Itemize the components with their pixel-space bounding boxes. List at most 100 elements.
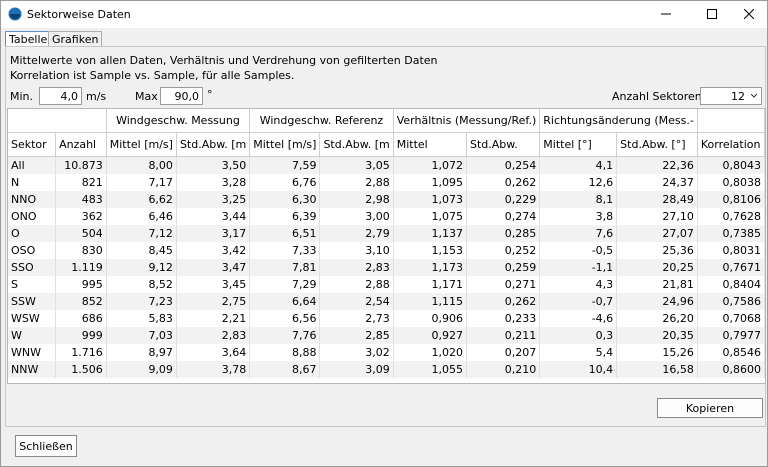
close-dialog-button[interactable]: Schließen: [15, 435, 77, 457]
value-cell: 0,254: [466, 156, 541, 174]
value-cell: -4,6: [539, 310, 618, 327]
value-cell: 7,59: [249, 156, 321, 174]
value-cell: 0,262: [466, 174, 541, 191]
app-icon: [8, 7, 22, 21]
value-cell: 8,67: [249, 361, 321, 378]
value-cell: 1,153: [393, 242, 468, 259]
column-header: Mittel [m/s]: [249, 132, 321, 157]
value-cell: 0,252: [466, 242, 541, 259]
value-cell: 852: [55, 293, 107, 310]
value-cell: 8,52: [106, 276, 177, 293]
tab[interactable]: Grafiken: [48, 31, 103, 47]
data-table: Windgeschw. Messung Windgeschw. Referenz V…: [8, 109, 765, 378]
value-cell: 8,1: [539, 191, 618, 208]
value-cell: 24,37: [616, 174, 698, 191]
max-input[interactable]: 90,0: [160, 87, 203, 105]
value-cell: 3,02: [319, 344, 394, 361]
maximize-button[interactable]: [707, 9, 717, 19]
value-cell: 0,7586: [697, 293, 765, 310]
table-row: W 999 7,03 2,83 7,76 2,85 0,927 0,211 0,3 20,35 0,…: [8, 327, 765, 344]
column-header: Std.Abw. [°]: [616, 132, 698, 157]
value-cell: 8,45: [106, 242, 177, 259]
sectors-dropdown[interactable]: 12: [700, 87, 762, 105]
table-row: All 10.873 8,00 3,50 7,59 3,05 1,072 0,254 4,1 22…: [8, 156, 765, 174]
group-header: Richtungsänderung (Mess.-: [539, 109, 698, 133]
value-cell: 6,62: [106, 191, 177, 208]
value-cell: 3,8: [539, 208, 618, 225]
minimize-button[interactable]: [661, 9, 671, 19]
sector-cell: NNO: [8, 191, 57, 208]
value-cell: 1.716: [55, 344, 107, 361]
sector-cell: WNW: [8, 344, 57, 361]
value-cell: 999: [55, 327, 107, 344]
value-cell: 0,285: [466, 225, 541, 242]
copy-button[interactable]: Kopieren: [657, 398, 763, 418]
value-cell: 0,7628: [697, 208, 765, 225]
value-cell: 20,35: [616, 327, 698, 344]
value-cell: 0,7385: [697, 225, 765, 242]
window-title: Sektorweise Daten: [27, 8, 131, 21]
group-header-cell: [697, 109, 765, 133]
value-cell: 821: [55, 174, 107, 191]
value-cell: 0,8404: [697, 276, 765, 293]
table-row: SSW 852 7,23 2,75 6,64 2,54 1,115 0,262 -0,7 24,9…: [8, 293, 765, 310]
value-cell: 3,10: [319, 242, 394, 259]
value-cell: 3,25: [176, 191, 251, 208]
description: Mittelwerte von allen Daten, Verhältnis …: [10, 54, 438, 67]
value-cell: 6,64: [249, 293, 321, 310]
value-cell: 1,075: [393, 208, 468, 225]
close-button[interactable]: [744, 9, 754, 19]
value-cell: 0,8031: [697, 242, 765, 259]
value-cell: 15,26: [616, 344, 698, 361]
tab[interactable]: Tabelle: [5, 31, 52, 47]
value-cell: 7,81: [249, 259, 321, 276]
value-cell: 1,073: [393, 191, 468, 208]
value-cell: 0,8546: [697, 344, 765, 361]
max-unit: °: [207, 88, 213, 101]
value-cell: 0,233: [466, 310, 541, 327]
table-row: NNW 1.506 9,09 3,78 8,67 3,09 1,055 0,210 10,4 16…: [8, 361, 765, 378]
sector-cell: W: [8, 327, 57, 344]
value-cell: 7,6: [539, 225, 618, 242]
min-input[interactable]: 4,0: [39, 87, 82, 105]
value-cell: 3,50: [176, 156, 251, 174]
value-cell: 8,97: [106, 344, 177, 361]
column-header: Std.Abw. [m: [319, 132, 394, 157]
value-cell: 8,88: [249, 344, 321, 361]
value-cell: 22,36: [616, 156, 698, 174]
value-cell: 2,83: [176, 327, 251, 344]
value-cell: 1,173: [393, 259, 468, 276]
sector-cell: All: [8, 156, 57, 174]
value-cell: 8,00: [106, 156, 177, 174]
value-cell: 3,00: [319, 208, 394, 225]
table-row: ONO 362 6,46 3,44 6,39 3,00 1,075 0,274 3,8 27,10…: [8, 208, 765, 225]
value-cell: 7,17: [106, 174, 177, 191]
value-cell: 362: [55, 208, 107, 225]
value-cell: 5,83: [106, 310, 177, 327]
value-cell: 24,96: [616, 293, 698, 310]
column-header: Sektor: [8, 132, 57, 157]
max-label: Max: [135, 90, 158, 103]
sector-cell: S: [8, 276, 57, 293]
value-cell: 6,46: [106, 208, 177, 225]
value-cell: 7,33: [249, 242, 321, 259]
value-cell: 0,210: [466, 361, 541, 378]
value-cell: 3,64: [176, 344, 251, 361]
value-cell: 0,3: [539, 327, 618, 344]
min-label: Min.: [10, 90, 34, 103]
value-cell: 0,262: [466, 293, 541, 310]
sector-cell: NNW: [8, 361, 57, 378]
column-header-row: Sektor Anzahl Mittel [m/s] Std.Abw. [m Mitte…: [8, 132, 765, 157]
value-cell: 2,88: [319, 174, 394, 191]
table-row: O 504 7,12 3,17 6,51 2,79 1,137 0,285 7,6 27,07 0,…: [8, 225, 765, 242]
value-cell: 3,42: [176, 242, 251, 259]
sector-cell: OSO: [8, 242, 57, 259]
value-cell: 7,23: [106, 293, 177, 310]
value-cell: 0,8043: [697, 156, 765, 174]
sectors-label: Anzahl Sektoren:: [612, 90, 706, 103]
value-cell: 0,8106: [697, 191, 765, 208]
table-row: SSO 1.119 9,12 3,47 7,81 2,83 1,173 0,259 -1,1 20…: [8, 259, 765, 276]
value-cell: 0,7671: [697, 259, 765, 276]
column-header: Std.Abw. [m: [176, 132, 251, 157]
